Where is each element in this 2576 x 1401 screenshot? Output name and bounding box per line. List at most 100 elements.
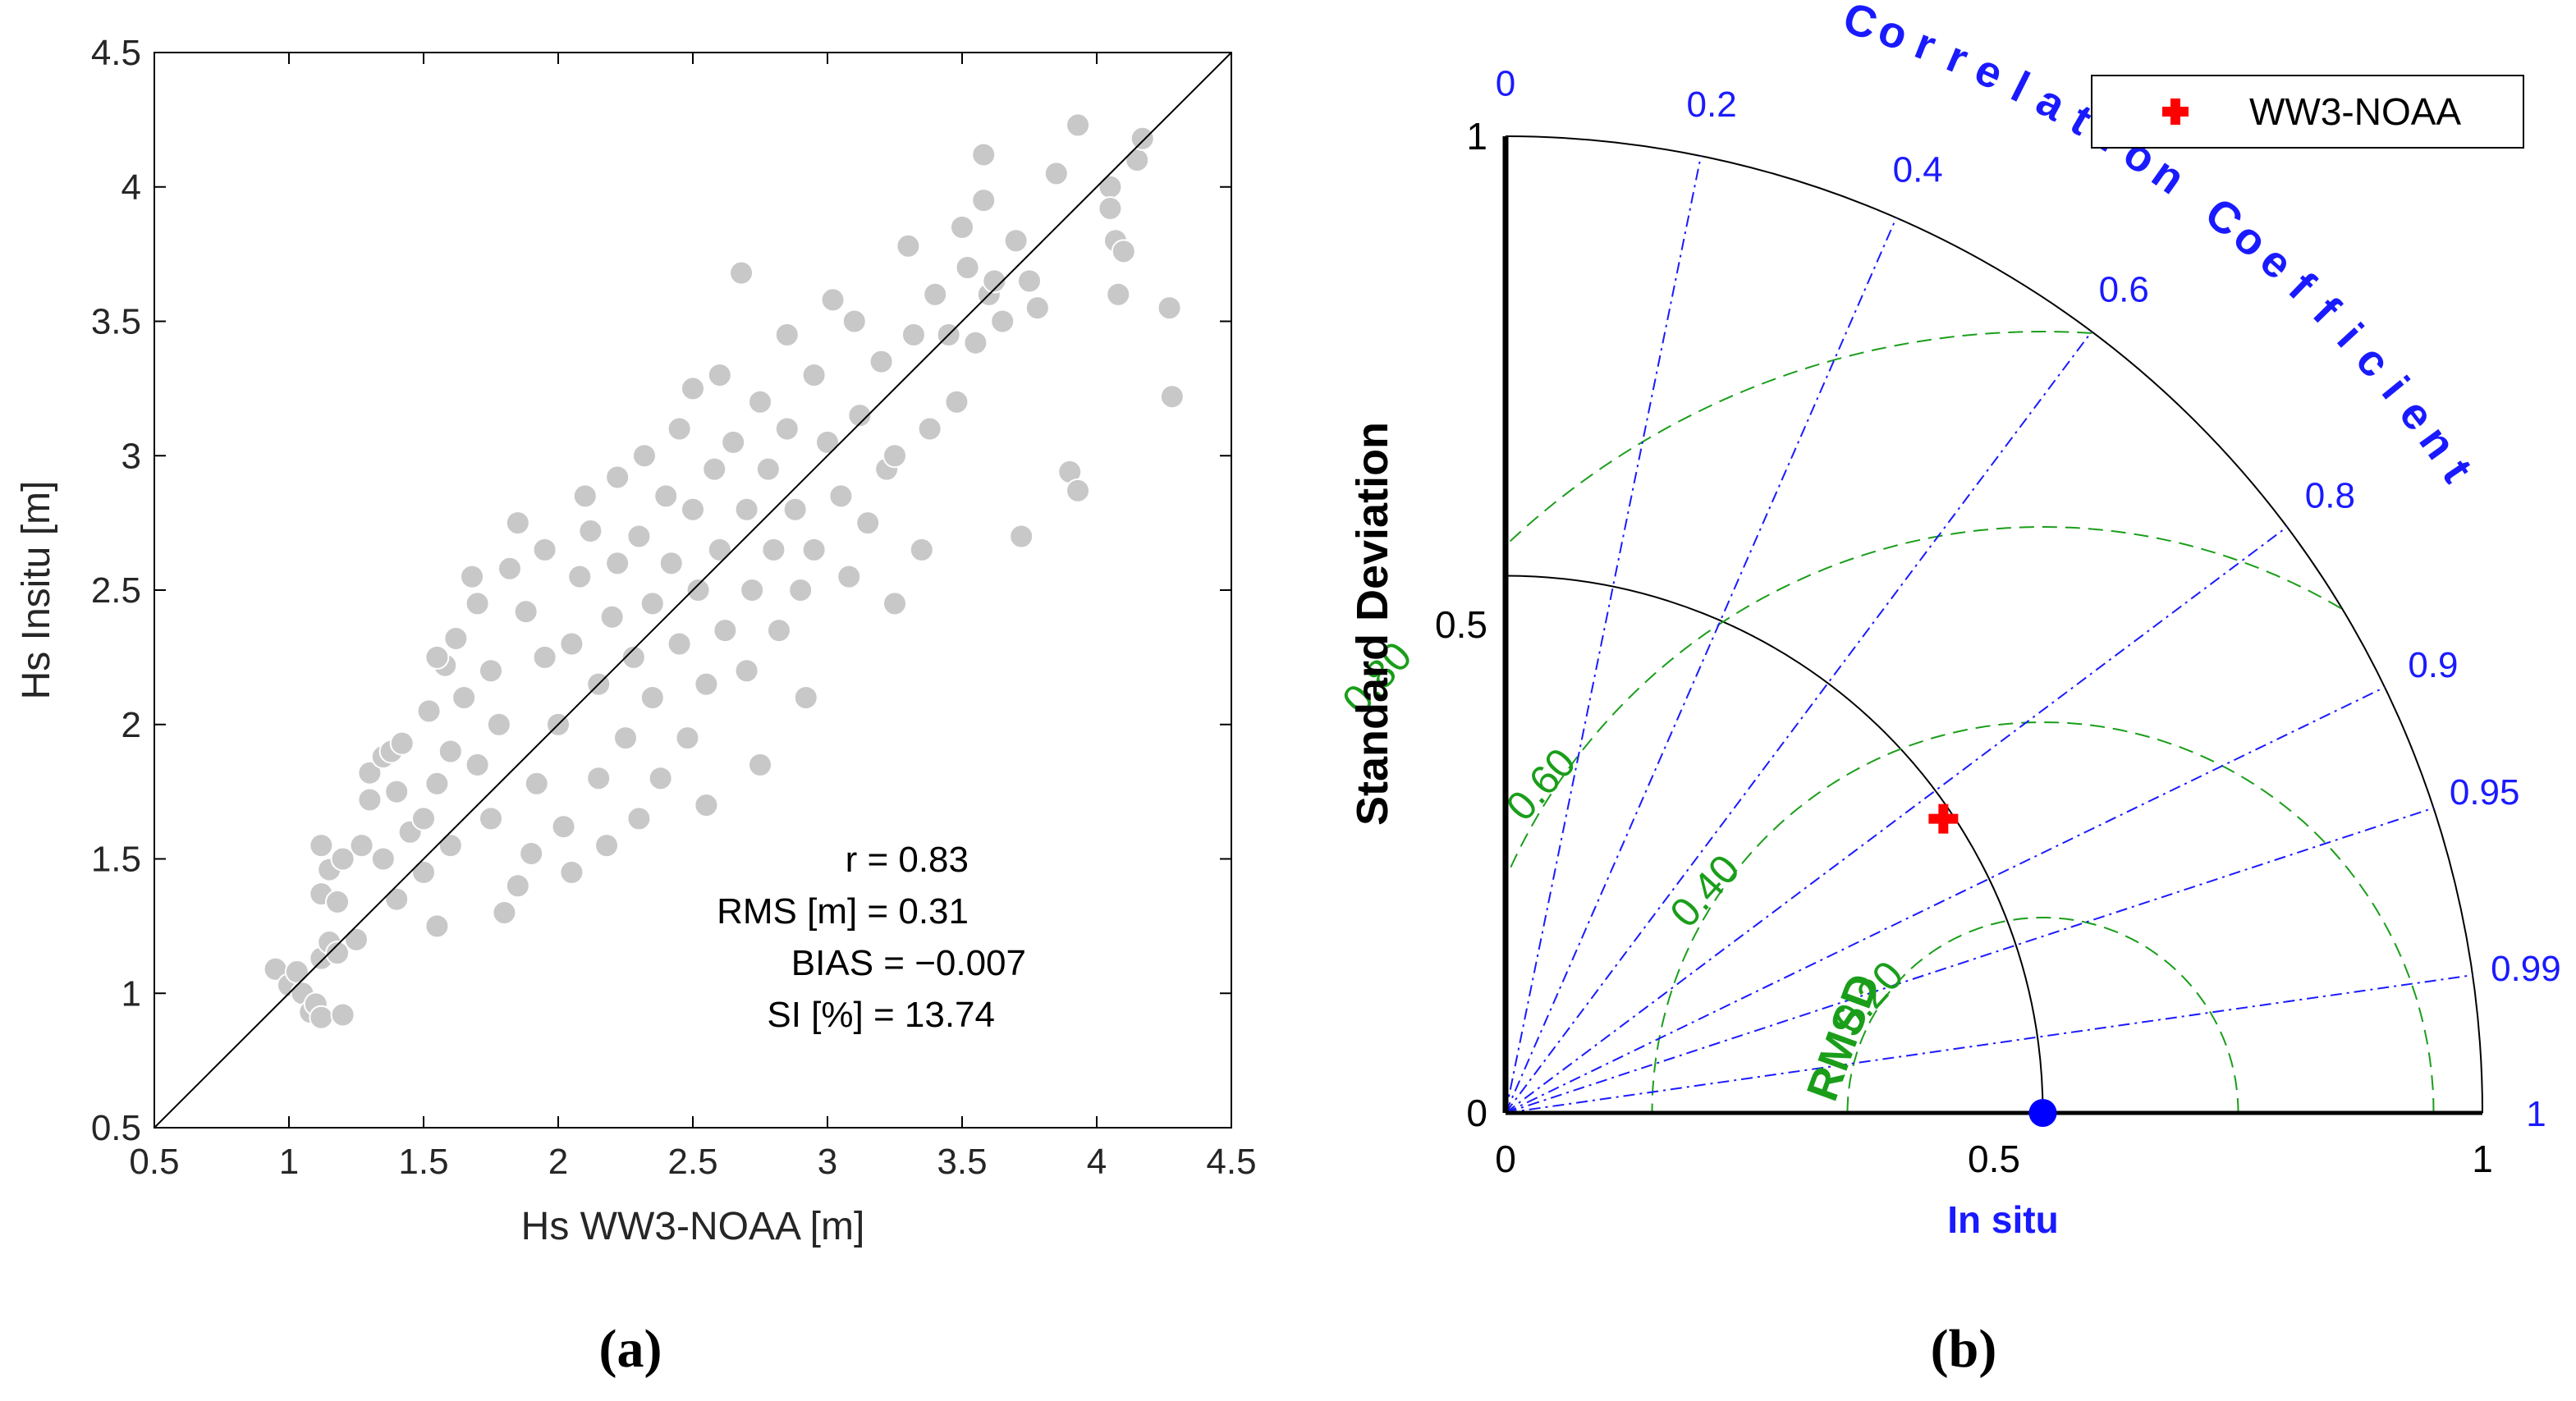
scatter-point: [702, 456, 727, 482]
correlation-tick-label: 0.9: [2408, 645, 2458, 685]
scatter-point: [707, 537, 732, 562]
correlation-title-char: a: [2028, 76, 2074, 131]
correlation-tick-label: 0.95: [2450, 772, 2520, 813]
scatter-point: [639, 685, 665, 710]
scatter-point: [559, 631, 584, 657]
scatter-point: [694, 671, 719, 697]
y-tick-label: 3: [121, 436, 141, 476]
scatter-points: [263, 112, 1185, 1030]
scatter-point: [309, 1005, 334, 1030]
scatter-point: [384, 779, 410, 804]
scatter-point: [465, 591, 490, 616]
legend-marker-plus-icon: [2162, 98, 2189, 125]
one-to-one-line: [154, 52, 1232, 1129]
correlation-line: [1505, 217, 1897, 1114]
scatter-point: [755, 456, 781, 482]
x-tick-label: 0.5: [129, 1142, 179, 1182]
scatter-point: [815, 429, 840, 455]
correlation-title-char: c: [2346, 336, 2400, 387]
outer-std-arc: [1505, 135, 2483, 1114]
scatter-point: [1066, 112, 1091, 138]
x-tick-label: 3: [818, 1142, 837, 1182]
scatter-point: [734, 497, 759, 522]
scatter-point: [694, 793, 719, 817]
correlation-tick-label: 0.4: [1893, 149, 1943, 190]
scatter-point: [734, 658, 759, 684]
scatter-point: [963, 330, 988, 355]
scatter-point: [599, 604, 625, 630]
x-tick-label: 4: [1087, 1142, 1107, 1182]
taylor-grid: [1505, 135, 2483, 1114]
scatter-point: [370, 846, 396, 872]
scatter-point: [990, 309, 1015, 334]
scatter-point: [729, 260, 754, 286]
scatter-point: [479, 806, 503, 831]
scatter-point: [330, 1002, 355, 1028]
correlation-tick-label: 0: [1496, 64, 1515, 104]
scatter-point: [901, 322, 926, 347]
scatter-point: [411, 859, 436, 885]
scatter-point: [882, 443, 907, 469]
scatter-point: [567, 564, 593, 589]
rmsd-contour: [1507, 330, 2092, 544]
scatter-point: [330, 846, 355, 872]
scatter-point: [1098, 195, 1123, 221]
scatter-point: [748, 752, 772, 777]
rmsd-contour: [1651, 721, 2435, 1114]
scatter-point: [551, 814, 576, 840]
y-tick-label: 2.5: [91, 570, 141, 611]
scatter-point: [357, 787, 383, 813]
correlation-line: [1505, 974, 2473, 1114]
scatter-point: [667, 631, 692, 657]
scatter-point: [284, 959, 309, 985]
scatter-point: [841, 309, 867, 334]
scatter-point: [944, 389, 969, 414]
scatter-point: [309, 833, 334, 858]
scatter-point: [955, 255, 980, 280]
scatter-point: [479, 658, 503, 684]
scatter-point: [605, 465, 630, 490]
scatter-point: [1130, 126, 1155, 151]
rmsd-contour: [1507, 525, 2342, 872]
scatter-point: [653, 483, 679, 509]
scatter-point: [971, 142, 997, 167]
scatter-point: [1003, 228, 1029, 254]
std-tick-label-x: 0.5: [1968, 1138, 2020, 1180]
scatter-point: [524, 771, 549, 796]
panel-label-a: (a): [599, 1319, 662, 1379]
stat-bias: BIAS = −0.007: [791, 943, 1026, 983]
correlation-tick-label: 0.99: [2491, 949, 2561, 989]
scatter-point: [648, 766, 673, 791]
std-tick-label-y: 0.5: [1435, 603, 1487, 646]
scatter-point: [793, 685, 818, 710]
scatter-point: [658, 551, 684, 576]
scatter-point: [325, 941, 351, 966]
correlation-title-char: f: [2280, 263, 2325, 309]
scatter-point: [639, 591, 665, 616]
model-point-plus-icon: [1928, 804, 1959, 834]
x-tick-label: 4.5: [1206, 1142, 1256, 1182]
scatter-point: [586, 766, 612, 791]
correlation-tick-label: 0.6: [2099, 270, 2149, 310]
correlation-title-char: r: [1909, 19, 1943, 71]
correlation-title-char: f: [2303, 288, 2349, 334]
scatter-point: [621, 644, 646, 670]
rmsd-contours: [1507, 330, 2435, 1114]
scatter-point: [828, 483, 854, 509]
scatter-point: [492, 900, 517, 925]
x-axis-label: Hs WW3-NOAA [m]: [521, 1205, 865, 1248]
correlation-title-char: e: [1968, 44, 2011, 99]
scatter-point: [1106, 282, 1131, 307]
scatter-point: [950, 214, 974, 240]
scatter-point: [613, 726, 638, 751]
scatter-point: [594, 833, 620, 858]
rmsd-contour-label: 0.60: [1497, 739, 1585, 830]
scatter-point: [532, 537, 557, 562]
legend-entry-ww3-noaa: WW3-NOAA: [2249, 90, 2461, 133]
scatter-point: [869, 349, 894, 374]
scatter-point: [667, 416, 692, 442]
scatter-point: [681, 497, 705, 522]
scatter-point: [713, 618, 738, 643]
correlation-line: [1505, 331, 2092, 1114]
